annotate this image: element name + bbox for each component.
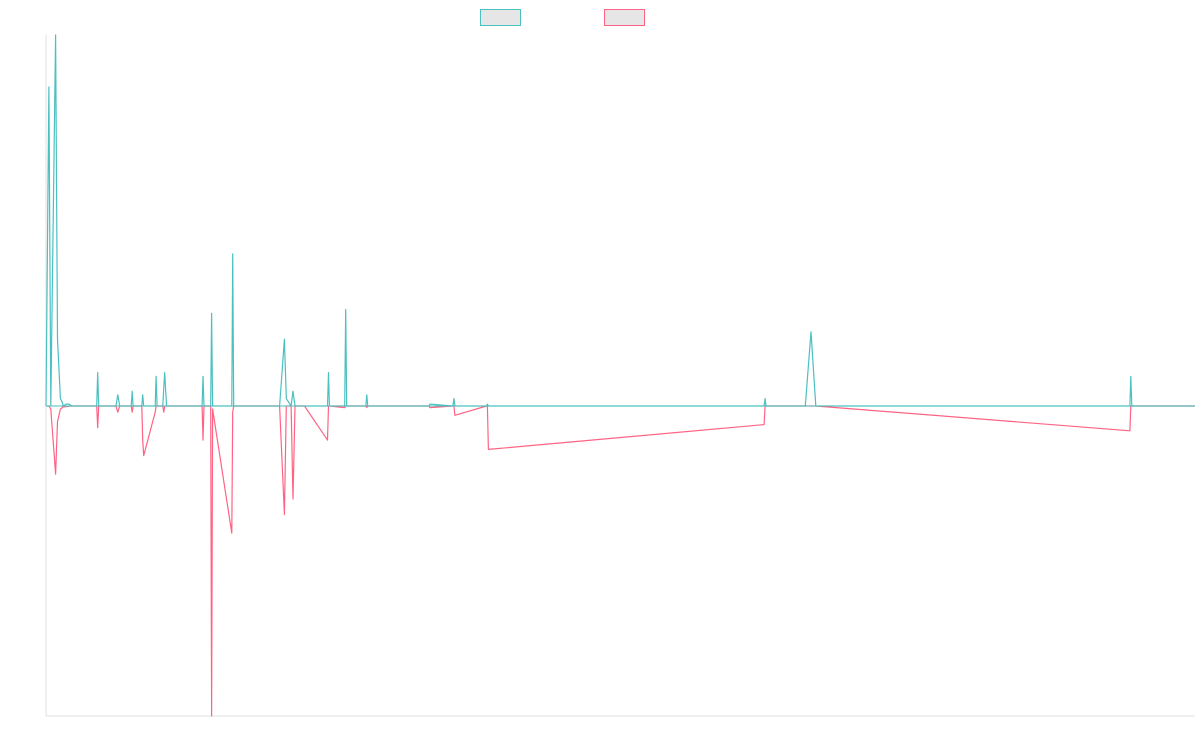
legend-swatch-1 [480, 9, 521, 26]
legend-item-2 [604, 9, 645, 26]
legend-item-1 [480, 9, 521, 26]
series-line-2 [46, 405, 1195, 717]
legend-swatch-2 [604, 9, 645, 26]
series-line-1 [45, 34, 1195, 407]
